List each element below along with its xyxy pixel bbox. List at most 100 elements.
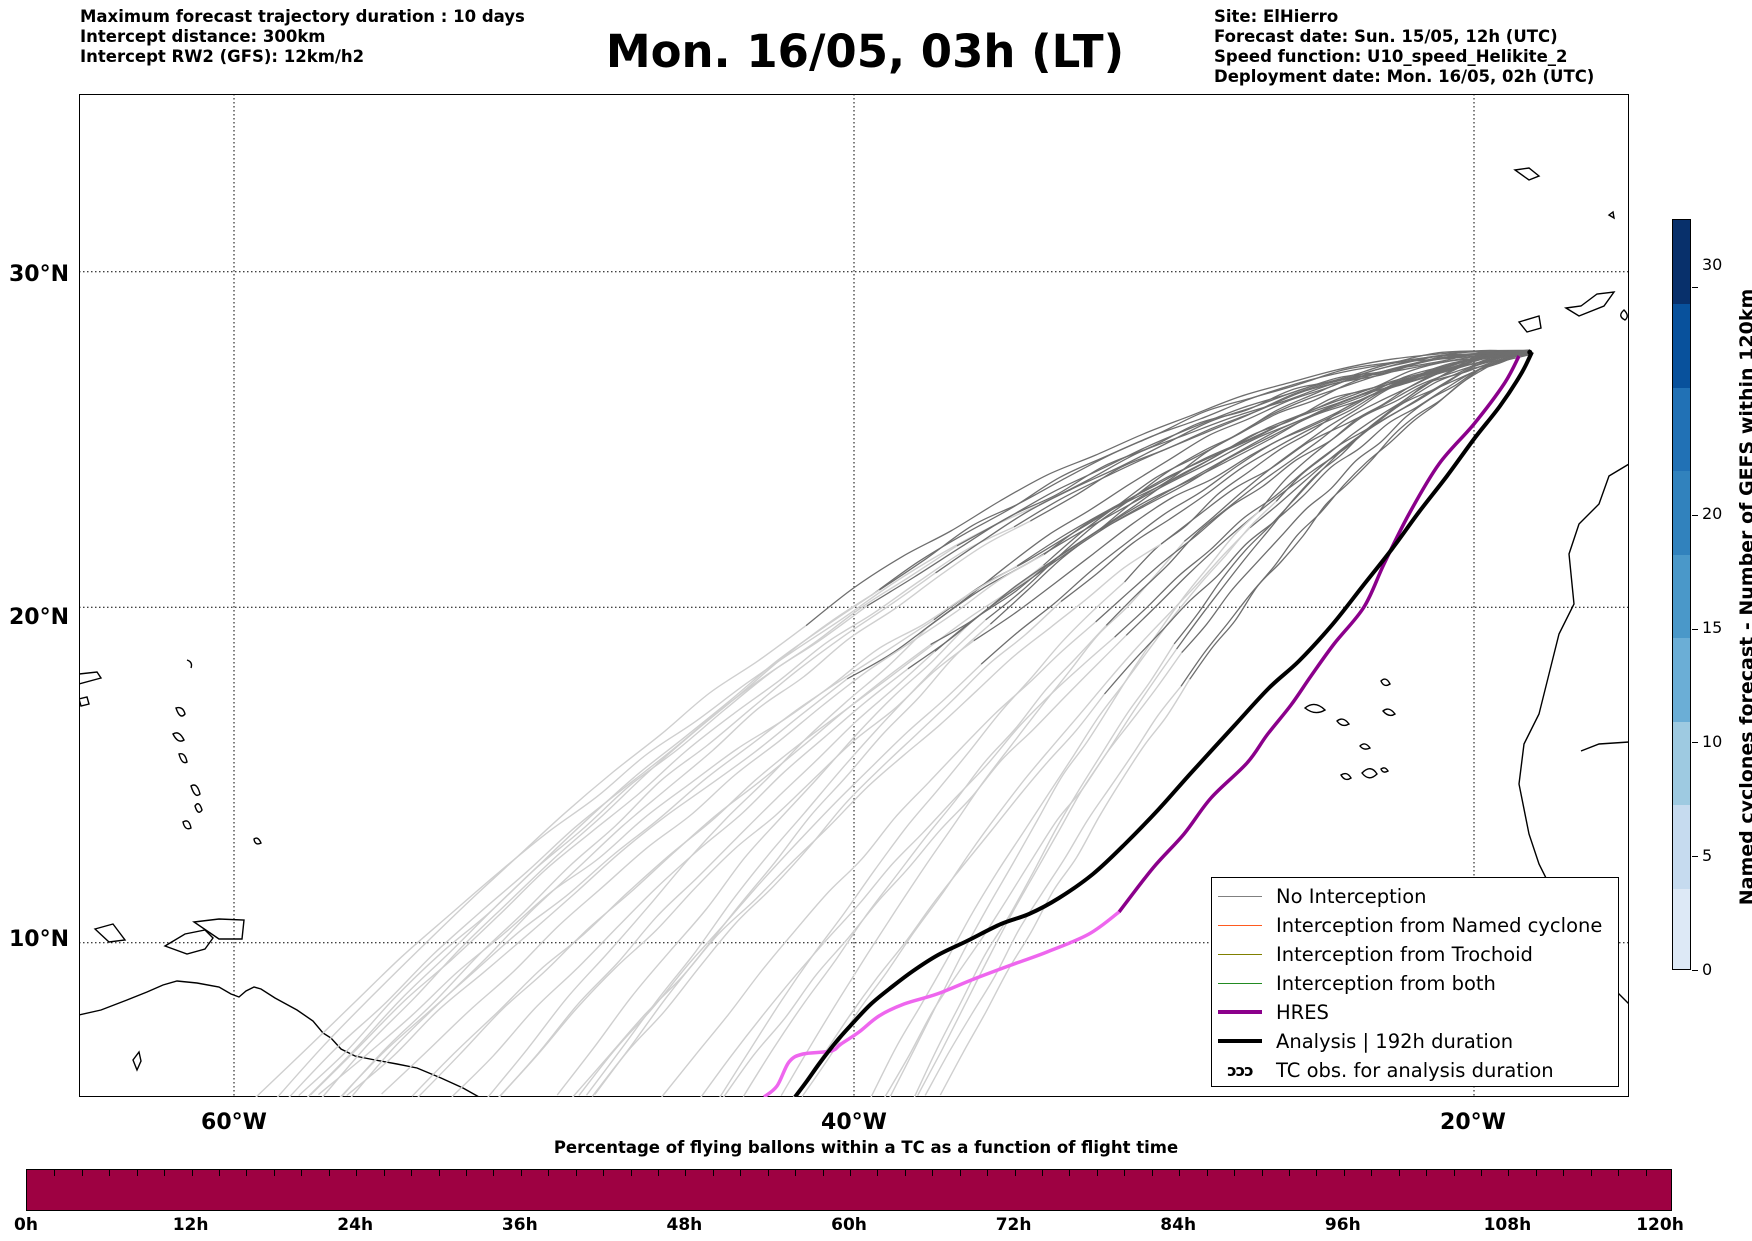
colorbar-label-15: 15	[1702, 618, 1723, 637]
timebar-tick	[465, 1170, 467, 1176]
ensemble-trajectory-late	[585, 619, 987, 1096]
timebar-title: Percentage of flying ballons within a TC…	[553, 1138, 1179, 1157]
timebar-tick	[1096, 1170, 1098, 1176]
timebar-tick	[1179, 1170, 1181, 1176]
timebar-tick	[1288, 1170, 1290, 1176]
lon-label-20w: 20°W	[1440, 1110, 1506, 1135]
timebar-tick	[1453, 1170, 1455, 1176]
colorbar-segment	[1673, 720, 1690, 806]
ensemble-trajectory	[879, 349, 1530, 591]
timebar-tick	[1535, 1170, 1537, 1176]
colorbar-tick	[1692, 970, 1698, 971]
timebar-tick	[1042, 1170, 1044, 1176]
ensemble-trajectory-late	[792, 693, 1106, 1097]
ensemble-trajectory	[1176, 351, 1530, 650]
launch-site-marker	[1527, 349, 1533, 355]
analysis-trajectory	[793, 351, 1534, 1097]
timebar-label-12h: 12h	[172, 1215, 209, 1235]
timebar-tick	[438, 1170, 440, 1176]
forecast-parameters: Maximum forecast trajectory duration : 1…	[80, 7, 525, 67]
ensemble-trajectory	[1180, 354, 1530, 687]
colorbar-segment	[1673, 303, 1690, 388]
colorbar-label-20: 20	[1702, 504, 1723, 523]
timebar-tick	[1480, 1170, 1482, 1176]
hres-trajectory-extension	[762, 910, 1121, 1097]
colorbar-tick	[1692, 742, 1698, 744]
timebar-label-96h: 96h	[1324, 1215, 1361, 1235]
timebar-tick	[740, 1170, 742, 1176]
timebar-tick	[1206, 1170, 1208, 1176]
legend-swatch	[1218, 982, 1262, 984]
coast-cape-verde	[1336, 718, 1351, 727]
legend-label: Interception from both	[1276, 971, 1496, 995]
timebar-label-36h: 36h	[501, 1215, 538, 1235]
ensemble-trajectory-late	[288, 545, 958, 1097]
colorbar-label-0: 0	[1702, 960, 1713, 979]
coast-madeira	[1513, 167, 1541, 181]
lat-label-10n: 10°N	[9, 927, 70, 952]
coast-canary-islands	[1620, 309, 1628, 321]
colorbar	[1672, 219, 1691, 970]
ensemble-trajectory-late	[661, 621, 1097, 1097]
coast-caribbean-east	[163, 929, 214, 955]
legend-label: TC obs. for analysis duration	[1276, 1058, 1554, 1082]
legend-label: HRES	[1276, 1000, 1329, 1024]
ensemble-trajectory-late	[340, 572, 937, 1097]
timebar-tick	[795, 1170, 797, 1176]
ensemble-trajectory-late	[924, 685, 1182, 1096]
coast-cape-verde	[1361, 768, 1378, 779]
ensemble-trajectory	[935, 353, 1530, 574]
timebar-tick	[712, 1170, 714, 1176]
colorbar-label-30: 30	[1702, 255, 1723, 274]
timebar-tick	[1124, 1170, 1126, 1176]
ensemble-trajectory-late	[719, 581, 1126, 1097]
ensemble-trajectory-late	[317, 565, 1018, 1096]
ensemble-trajectory-late	[310, 526, 1015, 1096]
colorbar-tick	[1692, 628, 1698, 630]
timebar-tick	[219, 1170, 221, 1176]
timebar-tick	[877, 1170, 879, 1176]
timebar-tick	[54, 1170, 56, 1176]
deployment-date-text: Deployment date: Mon. 16/05, 02h (UTC)	[1214, 67, 1595, 86]
ensemble-trajectory	[805, 351, 1530, 627]
timebar-tick	[767, 1170, 769, 1176]
timebar-tick	[520, 1170, 522, 1176]
intercept-distance-text: Intercept distance: 300km	[80, 27, 326, 46]
timebar-tick	[1590, 1170, 1592, 1176]
ensemble-trajectory-late	[298, 605, 868, 1097]
timebar-tick	[411, 1170, 413, 1176]
ensemble-trajectory-late	[306, 594, 872, 1097]
legend-item-no-interception: No Interception	[1212, 882, 1427, 910]
legend-swatch	[1218, 1010, 1262, 1014]
ensemble-trajectory-late	[417, 643, 932, 1097]
timebar-tick	[493, 1170, 495, 1176]
timebar-tick	[273, 1170, 275, 1176]
ensemble-trajectory-late	[939, 678, 1191, 1096]
timebar-tick	[959, 1170, 961, 1176]
timebar-tick	[904, 1170, 906, 1176]
timebar-tick	[1069, 1170, 1071, 1176]
coast-antilles	[175, 706, 186, 717]
ensemble-trajectory-late	[700, 636, 1116, 1097]
site-text: Site: ElHierro	[1214, 7, 1339, 26]
colorbar-segment	[1673, 220, 1690, 305]
ensemble-trajectory-late	[255, 504, 1040, 1097]
coast-cape-verde	[1303, 703, 1327, 714]
timebar-label-0h: 0h	[14, 1215, 38, 1235]
coast-west-africa	[1580, 741, 1629, 752]
ensemble-trajectory	[1114, 349, 1531, 638]
max-duration-text: Maximum forecast trajectory duration : 1…	[80, 7, 525, 26]
ensemble-trajectory-late	[916, 648, 1178, 1096]
ensemble-trajectory-late	[742, 624, 1107, 1097]
coast-antilles	[253, 837, 262, 845]
legend-swatch	[1218, 1039, 1262, 1043]
timebar-tick	[1618, 1170, 1620, 1176]
coast-cape-verde	[1380, 767, 1389, 773]
coast-caribbean-east	[192, 918, 245, 940]
coast-antilles	[178, 752, 188, 764]
colorbar-label-5: 5	[1702, 846, 1713, 865]
timebar-tick	[164, 1170, 166, 1176]
coast-antilles	[79, 696, 90, 707]
coast-cape-verde	[1359, 743, 1372, 750]
colorbar-tick	[1692, 514, 1698, 516]
